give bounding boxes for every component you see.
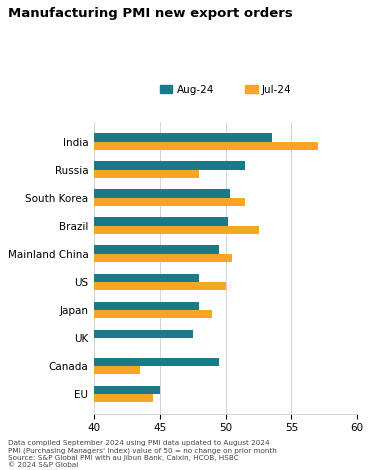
Bar — [94, 170, 199, 178]
Bar — [94, 310, 212, 318]
Bar — [94, 282, 226, 290]
Bar — [94, 254, 232, 262]
Bar — [94, 245, 219, 254]
Bar — [94, 189, 229, 198]
Bar — [94, 358, 219, 366]
Bar — [94, 302, 199, 310]
Bar — [94, 226, 259, 234]
Bar — [94, 133, 271, 142]
Bar — [94, 198, 245, 206]
Bar — [94, 142, 318, 150]
Bar — [94, 366, 140, 375]
Text: Data compiled September 2024 using PMI data updated to August 2024
PMI (Purchasi: Data compiled September 2024 using PMI d… — [8, 440, 276, 468]
Bar — [94, 161, 245, 170]
Bar — [94, 385, 160, 394]
Bar — [94, 218, 228, 226]
Bar — [94, 394, 153, 402]
Legend: Aug-24, Jul-24: Aug-24, Jul-24 — [156, 81, 296, 99]
Text: Manufacturing PMI new export orders: Manufacturing PMI new export orders — [8, 7, 292, 20]
Bar — [94, 329, 193, 338]
Bar — [94, 274, 199, 282]
